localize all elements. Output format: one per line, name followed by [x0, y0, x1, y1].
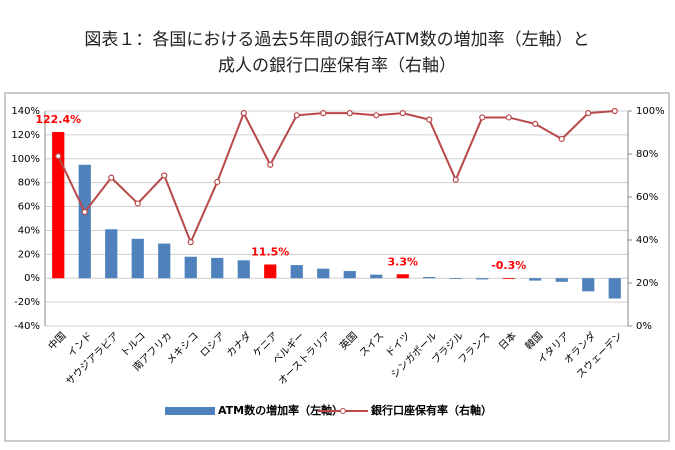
line-marker [320, 110, 327, 117]
y2-tick-label: 0% [636, 321, 652, 332]
y-tick-label: 140% [11, 106, 40, 117]
line-marker [399, 110, 406, 117]
y-tick-label: 120% [11, 130, 40, 141]
data-label: 11.5% [251, 245, 289, 258]
bar [529, 278, 542, 281]
line-marker [479, 114, 486, 121]
bar [131, 238, 144, 279]
y2-tick-label: 80% [636, 149, 658, 160]
legend-swatch [165, 407, 215, 415]
bar [78, 164, 91, 279]
y-tick-label: -20% [14, 297, 40, 308]
y-tick-label: 60% [18, 202, 40, 213]
bar [555, 278, 568, 282]
y-tick-label: 40% [18, 225, 40, 236]
legend-label: ATM数の増加率（左軸） [218, 403, 343, 417]
y2-tick-label: 100% [636, 106, 665, 117]
line-marker [346, 110, 353, 117]
x-tick-label: 日本 [496, 329, 519, 352]
chart-title: 成人の銀行口座保有率（右軸） [218, 56, 456, 76]
x-tick-label: 中国 [45, 329, 68, 352]
x-tick-label: 韓国 [523, 330, 546, 353]
line-marker [505, 114, 512, 121]
line-marker [293, 112, 300, 119]
bar [52, 132, 65, 279]
bar [184, 256, 197, 279]
line [57, 110, 615, 245]
chart-frame [4, 92, 670, 442]
bar [317, 268, 330, 279]
bar [582, 278, 595, 292]
bar [370, 274, 383, 279]
line-marker [161, 172, 168, 179]
bar [105, 229, 118, 279]
bar [237, 260, 250, 279]
line-marker [585, 110, 592, 117]
bar [343, 271, 356, 279]
y2-tick-label: 20% [636, 278, 658, 289]
x-tick-label: スイス [358, 330, 387, 359]
y-tick-label: 100% [11, 154, 40, 165]
y2-tick-label: 60% [636, 192, 658, 203]
data-label: 3.3% [387, 255, 418, 268]
y-tick-label: 0% [24, 273, 40, 284]
line-marker [611, 107, 618, 115]
chart-title: 図表１：各国における過去5年間の銀行ATM数の増加率（左軸）と [84, 30, 589, 50]
y-tick-label: 80% [18, 178, 40, 189]
bar [264, 264, 277, 279]
bar [476, 278, 489, 280]
line-marker [240, 110, 247, 117]
y2-tick-label: 40% [636, 235, 658, 246]
line-marker [426, 116, 433, 123]
line-marker [373, 112, 380, 119]
bar [449, 278, 462, 280]
line-marker [134, 200, 141, 207]
line-marker [214, 178, 221, 186]
y-tick-label: 20% [18, 249, 40, 260]
line-marker [452, 176, 459, 183]
line-marker [187, 239, 194, 246]
data-label: -0.3% [491, 259, 526, 272]
line-marker [532, 120, 539, 128]
line-marker [81, 208, 88, 216]
bar [423, 277, 436, 279]
bar [290, 265, 303, 279]
legend-label: 銀行口座保有率（右軸） [371, 403, 492, 417]
line-marker [267, 161, 274, 168]
y-tick-label: -40% [14, 321, 40, 332]
line-marker [108, 174, 115, 181]
line-marker [558, 135, 565, 143]
data-label: 122.4% [35, 113, 81, 126]
legend-swatch [340, 408, 346, 414]
x-tick-label: カナダ [224, 329, 254, 359]
bar [396, 274, 409, 279]
bar [608, 278, 621, 299]
x-tick-label: ロシア [199, 330, 228, 359]
x-tick-label: 英国 [337, 329, 360, 352]
line-marker [55, 153, 62, 160]
x-tick-label: シンガポール [389, 330, 440, 381]
bar [502, 278, 515, 280]
bar [158, 243, 171, 279]
bar [211, 257, 224, 279]
